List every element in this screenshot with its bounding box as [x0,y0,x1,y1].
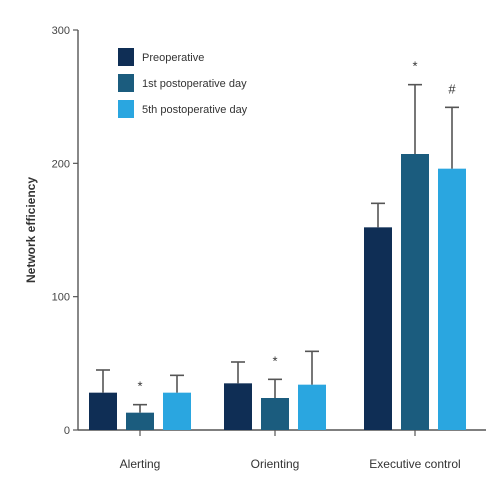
bar [89,392,117,430]
legend-swatch [118,100,134,118]
legend-label: 1st postoperative day [142,78,247,90]
significance-marker: * [137,379,142,394]
bar [438,168,466,430]
significance-marker: * [272,353,277,368]
legend-label: 5th postoperative day [142,104,248,116]
bar [163,392,191,430]
y-tick-label: 200 [52,158,70,170]
y-tick-label: 100 [52,292,70,304]
y-tick-label: 300 [52,25,70,37]
significance-marker: # [448,81,456,96]
bar [364,227,392,430]
bar [401,154,429,430]
y-axis-title: Network efficiency [24,177,38,283]
significance-marker: * [412,59,417,74]
plot-area: 0 100 200 300 Alerting * Orienting * Executive c… [52,25,486,471]
bar [298,384,326,430]
bar [261,398,289,430]
x-category-label: Orienting [251,457,300,471]
x-category-label: Alerting [120,457,161,471]
bar [224,383,252,430]
legend-swatch [118,74,134,92]
bar [126,412,154,430]
x-category-label: Executive control [369,457,460,471]
legend-swatch [118,48,134,66]
legend-label: Preoperative [142,52,204,64]
y-tick-label: 0 [64,425,70,437]
